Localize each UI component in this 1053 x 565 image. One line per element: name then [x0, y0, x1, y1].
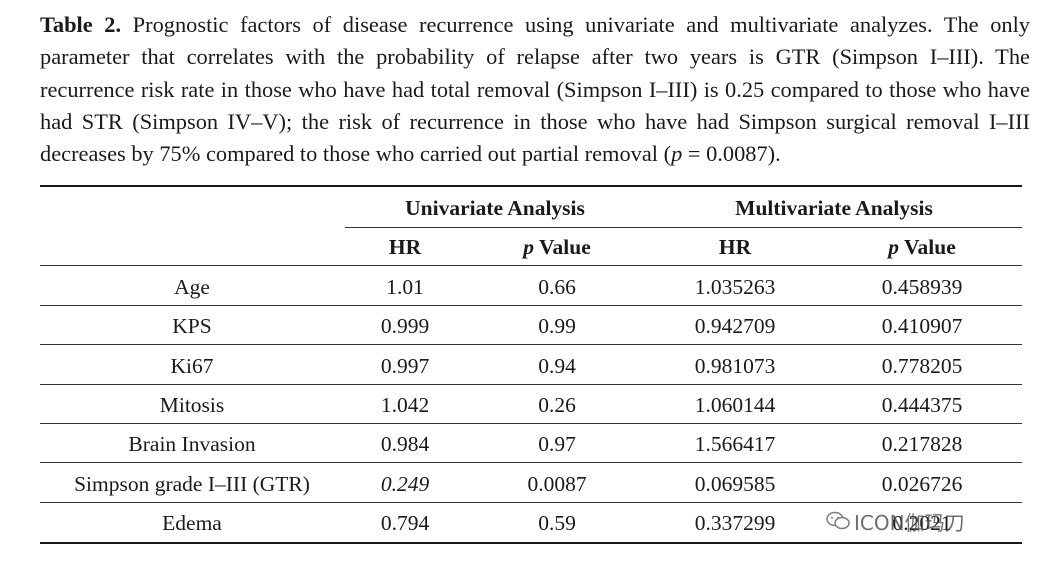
factor-cell: KPS — [172, 314, 212, 339]
multi-hr-cell: 1.566417 — [694, 432, 776, 457]
multi-hr-header: HR — [718, 235, 752, 259]
uni-hr-cell: 0.984 — [380, 432, 430, 457]
multi-hr-cell: 0.069585 — [694, 471, 776, 496]
group-header-rule — [345, 227, 1022, 228]
multi-p-cell: 0.778205 — [881, 353, 963, 378]
multivariate-header: Multivariate Analysis — [735, 196, 933, 220]
univariate-header: Univariate Analysis — [405, 196, 585, 220]
multi-p-cell: 0.458939 — [881, 275, 963, 299]
caption-text-end: = 0.0087). — [682, 141, 781, 167]
uni-hr-cell: 0.249 — [380, 471, 430, 496]
factor-cell: Edema — [162, 510, 222, 535]
row-divider — [40, 344, 1022, 346]
uni-hr-cell: 0.997 — [380, 353, 430, 378]
uni-p-cell: 0.0087 — [527, 471, 587, 496]
multi-hr-cell: 0.981073 — [694, 353, 776, 378]
uni-p-cell: 0.94 — [538, 353, 576, 378]
factor-cell: Brain Invasion — [128, 432, 256, 457]
multi-p-cell: 0.026726 — [881, 471, 963, 496]
multi-hr-cell: 0.337299 — [694, 510, 776, 535]
uni-p-cell: 0.59 — [538, 510, 576, 535]
caption-text: Prognostic factors of disease recurrence… — [40, 12, 1031, 167]
header-rule — [40, 265, 1022, 266]
uni-p-cell: 0.97 — [538, 432, 576, 457]
caption-label: Table 2. — [40, 12, 122, 37]
row-divider — [40, 383, 1022, 385]
uni-p-cell: 0.99 — [538, 314, 576, 339]
multi-p-cell: 0.2021 — [892, 510, 952, 535]
watermark-text: ICON伽玛刀 — [854, 510, 965, 535]
table-top-rule — [40, 185, 1022, 187]
factor-cell: Mitosis — [159, 392, 225, 417]
caption-p-symbol: p — [671, 141, 683, 167]
multi-p-cell: 0.410907 — [881, 314, 963, 339]
multi-p-cell: 0.217828 — [881, 432, 963, 457]
uni-hr-cell: 0.999 — [380, 314, 430, 339]
row-divider — [40, 305, 1022, 306]
wechat-icon — [826, 511, 850, 530]
row-divider — [40, 462, 1022, 464]
uni-hr-cell: 1.01 — [386, 275, 424, 299]
multi-hr-cell: 1.035263 — [694, 275, 776, 299]
uni-p-header: p Value — [523, 235, 591, 259]
uni-hr-header: HR — [388, 235, 422, 259]
multi-hr-cell: 1.060144 — [694, 392, 776, 417]
table-bottom-rule — [40, 542, 1022, 544]
multi-hr-cell: 0.942709 — [694, 314, 776, 339]
multi-p-cell: 0.444375 — [881, 392, 963, 417]
watermark: ICON伽玛刀 — [826, 506, 965, 536]
row-divider — [40, 422, 1022, 424]
factor-cell: Simpson grade I–III (GTR) — [74, 471, 310, 496]
row-divider — [40, 501, 1022, 503]
uni-p-cell: 0.26 — [538, 392, 576, 417]
uni-hr-cell: 1.042 — [380, 392, 430, 417]
factor-cell: Ki67 — [170, 353, 214, 378]
uni-hr-cell: 0.794 — [380, 510, 430, 535]
table-caption: Table 2. Prognostic factors of disease r… — [40, 9, 1030, 170]
multi-p-header: p Value — [888, 235, 956, 259]
uni-p-cell: 0.66 — [538, 275, 576, 299]
factor-cell: Age — [174, 275, 210, 299]
